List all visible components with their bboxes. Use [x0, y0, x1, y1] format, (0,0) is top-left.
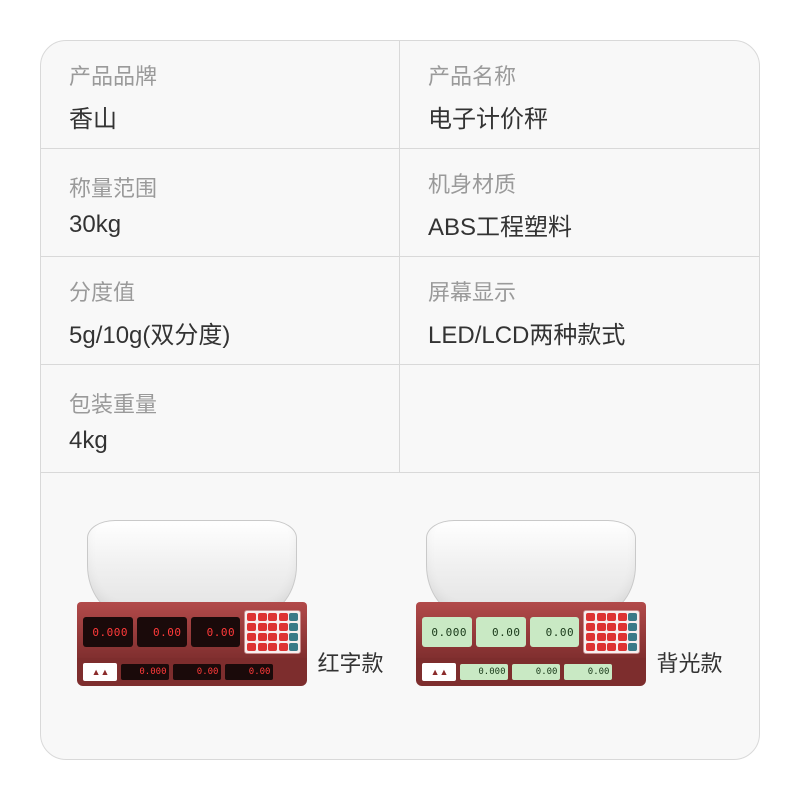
spec-label: 包装重量: [69, 387, 371, 419]
logo-icon: ▲▲: [83, 663, 117, 681]
logo-icon: ▲▲: [422, 663, 456, 681]
spec-grid: 产品品牌 香山 产品名称 电子计价秤 称量范围 30kg 机身材质 ABS工程塑…: [41, 41, 759, 473]
spec-cell-weight: 包装重量 4kg: [41, 365, 400, 473]
spec-label: 产品品牌: [69, 59, 371, 91]
scale-body-bottom: ▲▲ 0.000 0.00 0.00: [77, 658, 307, 686]
scale-body-top: 0.000 0.00 0.00: [77, 602, 307, 662]
spec-cell-brand: 产品品牌 香山: [41, 41, 400, 149]
spec-cell-empty: [400, 365, 759, 473]
mini-display: 0.000: [460, 664, 508, 680]
display-price: 0.00: [137, 617, 187, 647]
spec-cell-division: 分度值 5g/10g(双分度): [41, 257, 400, 365]
mini-display: 0.00: [225, 664, 273, 680]
scale-tray: [426, 520, 636, 615]
spec-value: ABS工程塑料: [428, 207, 731, 242]
variants-row: 0.000 0.00 0.00 ▲▲ 0.000 0.00 0.00: [41, 473, 759, 759]
spec-label: 称量范围: [69, 171, 371, 203]
spec-cell-range: 称量范围 30kg: [41, 149, 400, 257]
scale-illustration: 0.000 0.00 0.00 ▲▲ 0.000 0.00 0.00: [416, 516, 646, 696]
variant-label: 背光款: [656, 646, 722, 696]
display-price: 0.00: [476, 617, 526, 647]
spec-value: 电子计价秤: [428, 99, 731, 134]
display-total: 0.00: [530, 617, 580, 647]
spec-value: 5g/10g(双分度): [69, 315, 371, 350]
keypad: [244, 610, 301, 654]
scale-body-top: 0.000 0.00 0.00: [416, 602, 646, 662]
variant-red-digit: 0.000 0.00 0.00 ▲▲ 0.000 0.00 0.00: [77, 516, 383, 696]
keypad: [583, 610, 640, 654]
spec-value: 30kg: [69, 211, 371, 239]
spec-label: 屏幕显示: [428, 275, 731, 307]
scale-tray: [87, 520, 297, 615]
mini-display: 0.00: [564, 664, 612, 680]
display-weight: 0.000: [83, 617, 133, 647]
spec-value: 4kg: [69, 427, 371, 455]
display-weight: 0.000: [422, 617, 472, 647]
spec-cell-screen: 屏幕显示 LED/LCD两种款式: [400, 257, 759, 365]
spec-card: 产品品牌 香山 产品名称 电子计价秤 称量范围 30kg 机身材质 ABS工程塑…: [40, 40, 760, 760]
scale-illustration: 0.000 0.00 0.00 ▲▲ 0.000 0.00 0.00: [77, 516, 307, 696]
display-total: 0.00: [191, 617, 241, 647]
spec-cell-name: 产品名称 电子计价秤: [400, 41, 759, 149]
variant-label: 红字款: [317, 646, 383, 696]
spec-label: 分度值: [69, 275, 371, 307]
mini-display: 0.00: [173, 664, 221, 680]
spec-value: 香山: [69, 99, 371, 134]
spec-label: 机身材质: [428, 167, 731, 199]
mini-display: 0.000: [121, 664, 169, 680]
spec-cell-material: 机身材质 ABS工程塑料: [400, 149, 759, 257]
spec-label: 产品名称: [428, 59, 731, 91]
variant-backlight: 0.000 0.00 0.00 ▲▲ 0.000 0.00 0.00: [416, 516, 722, 696]
mini-display: 0.00: [512, 664, 560, 680]
scale-body-bottom: ▲▲ 0.000 0.00 0.00: [416, 658, 646, 686]
spec-value: LED/LCD两种款式: [428, 315, 731, 350]
